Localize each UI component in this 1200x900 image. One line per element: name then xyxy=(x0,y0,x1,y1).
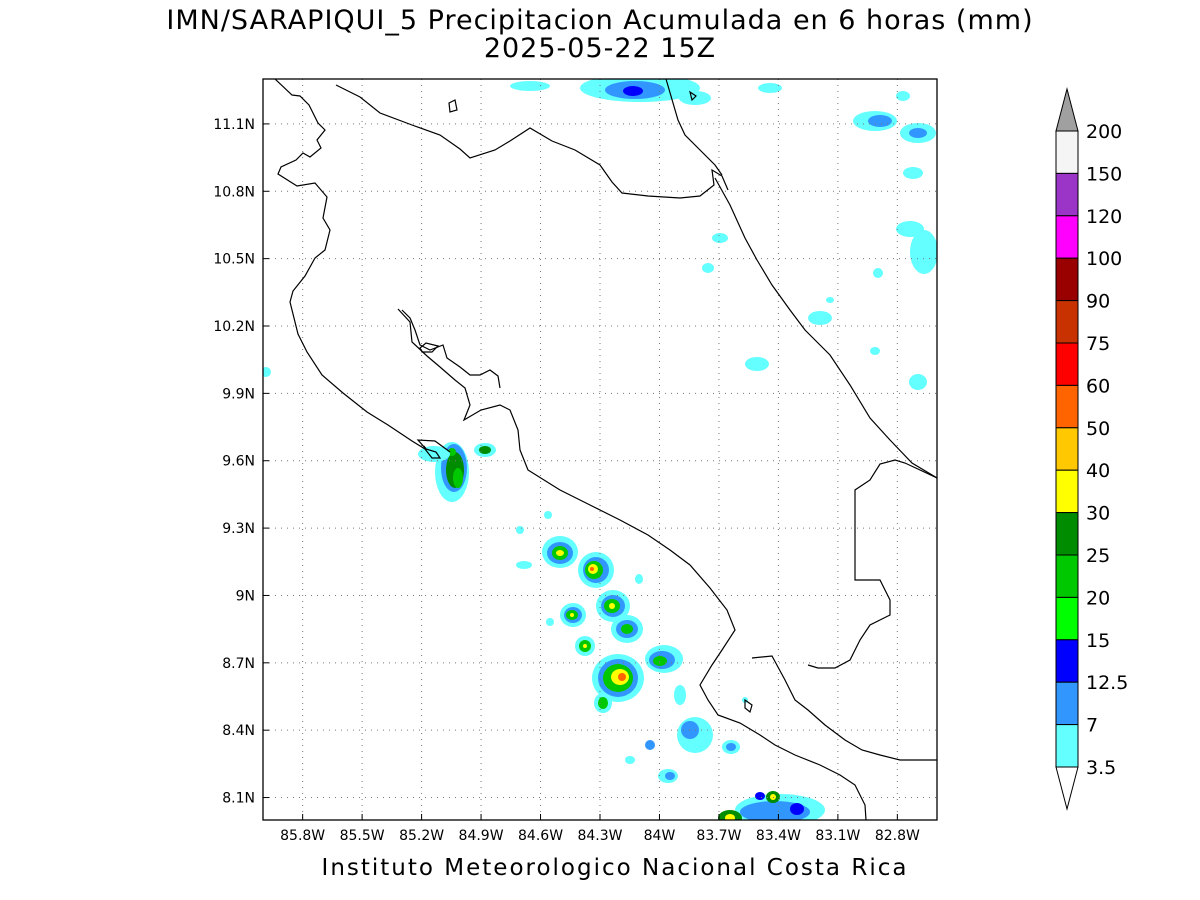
colorbar-swatch xyxy=(1055,257,1079,302)
lat-tick-label: 8.4N xyxy=(222,723,255,739)
colorbar-level-label: 12.5 xyxy=(1086,672,1128,694)
lon-tick-label: 85.5W xyxy=(340,828,385,844)
colorbar-swatch xyxy=(1055,512,1079,556)
lon-tick-label: 84.3W xyxy=(577,828,622,844)
lat-tick-label: 9.6N xyxy=(222,454,255,470)
lat-tick-label: 9.9N xyxy=(222,386,255,402)
colorbar-level-label: 40 xyxy=(1086,460,1110,482)
colorbar-legend: 200 150 120 100 90 75 60 50 40 30 25 20 15 12.5 7 3.5 xyxy=(1055,87,1128,811)
colorbar-bottom-arrow xyxy=(1055,766,1079,811)
lon-tick-label: 84.6W xyxy=(518,828,563,844)
map-title: IMN/SARAPIQUI_5 Precipitacion Acumulada … xyxy=(166,5,1034,36)
colorbar-swatch xyxy=(1055,215,1079,259)
precipitation-field xyxy=(263,79,937,820)
colorbar-level-label: 120 xyxy=(1086,206,1122,228)
lon-tick-label: 85.2W xyxy=(399,828,444,844)
lon-tick-label: 84.9W xyxy=(459,828,504,844)
colorbar-level-label: 20 xyxy=(1086,587,1110,609)
colorbar-swatch xyxy=(1055,384,1079,429)
colorbar-level-label: 75 xyxy=(1086,333,1110,355)
lat-tick-label: 10.2N xyxy=(213,319,255,335)
colorbar-level-label: 150 xyxy=(1086,163,1122,185)
colorbar-level-label: 50 xyxy=(1086,418,1110,440)
lat-tick-label: 10.5N xyxy=(213,252,255,268)
lon-tick-label: 83.1W xyxy=(815,828,860,844)
lat-tick-label: 9.3N xyxy=(222,521,255,537)
lon-tick-label: 82.8W xyxy=(875,828,920,844)
colorbar-swatch xyxy=(1055,342,1079,386)
lat-tick-label: 8.1N xyxy=(222,791,255,807)
colorbar-level-label: 3.5 xyxy=(1086,757,1116,779)
latitude-labels: 11.1N 10.8N 10.5N 10.2N 9.9N 9.6N 9.3N 9N 8.7N 8.… xyxy=(213,117,269,807)
lon-tick-label: 83.4W xyxy=(756,828,801,844)
coastline xyxy=(274,79,937,820)
lat-tick-label: 11.1N xyxy=(213,117,255,133)
colorbar-top-arrow xyxy=(1055,87,1079,132)
colorbar-swatch xyxy=(1055,172,1079,217)
colorbar-level-label: 30 xyxy=(1086,503,1110,525)
map-subtitle-datetime: 2025-05-22 15Z xyxy=(483,33,717,64)
colorbar-level-label: 200 xyxy=(1086,121,1122,143)
lon-tick-label: 83.7W xyxy=(696,828,741,844)
colorbar-swatch xyxy=(1055,427,1079,471)
colorbar-level-label: 25 xyxy=(1086,545,1110,567)
colorbar-level-label: 7 xyxy=(1086,715,1098,737)
colorbar-swatch xyxy=(1055,130,1079,174)
lat-tick-label: 10.8N xyxy=(213,184,255,200)
colorbar-swatch xyxy=(1055,639,1079,683)
colorbar-swatch xyxy=(1055,681,1079,726)
lat-tick-label: 9N xyxy=(236,588,255,604)
lat-tick-label: 8.7N xyxy=(222,656,255,672)
colorbar-swatch xyxy=(1055,724,1079,768)
map-grid xyxy=(263,79,937,820)
colorbar-level-label: 90 xyxy=(1086,291,1110,313)
colorbar-swatch xyxy=(1055,469,1079,514)
footer-credit: Instituto Meteorologico Nacional Costa R… xyxy=(321,855,909,881)
colorbar-level-label: 60 xyxy=(1086,375,1110,397)
colorbar-swatch xyxy=(1055,300,1079,344)
colorbar-level-label: 100 xyxy=(1086,248,1122,270)
colorbar-swatch xyxy=(1055,596,1079,641)
lon-tick-label: 84W xyxy=(644,828,676,844)
colorbar-level-label: 15 xyxy=(1086,630,1110,652)
longitude-labels: 85.8W 85.5W 85.2W 84.9W 84.6W 84.3W 84W 83.7W 83… xyxy=(280,814,920,844)
lon-tick-label: 85.8W xyxy=(280,828,325,844)
colorbar-swatch xyxy=(1055,554,1079,598)
